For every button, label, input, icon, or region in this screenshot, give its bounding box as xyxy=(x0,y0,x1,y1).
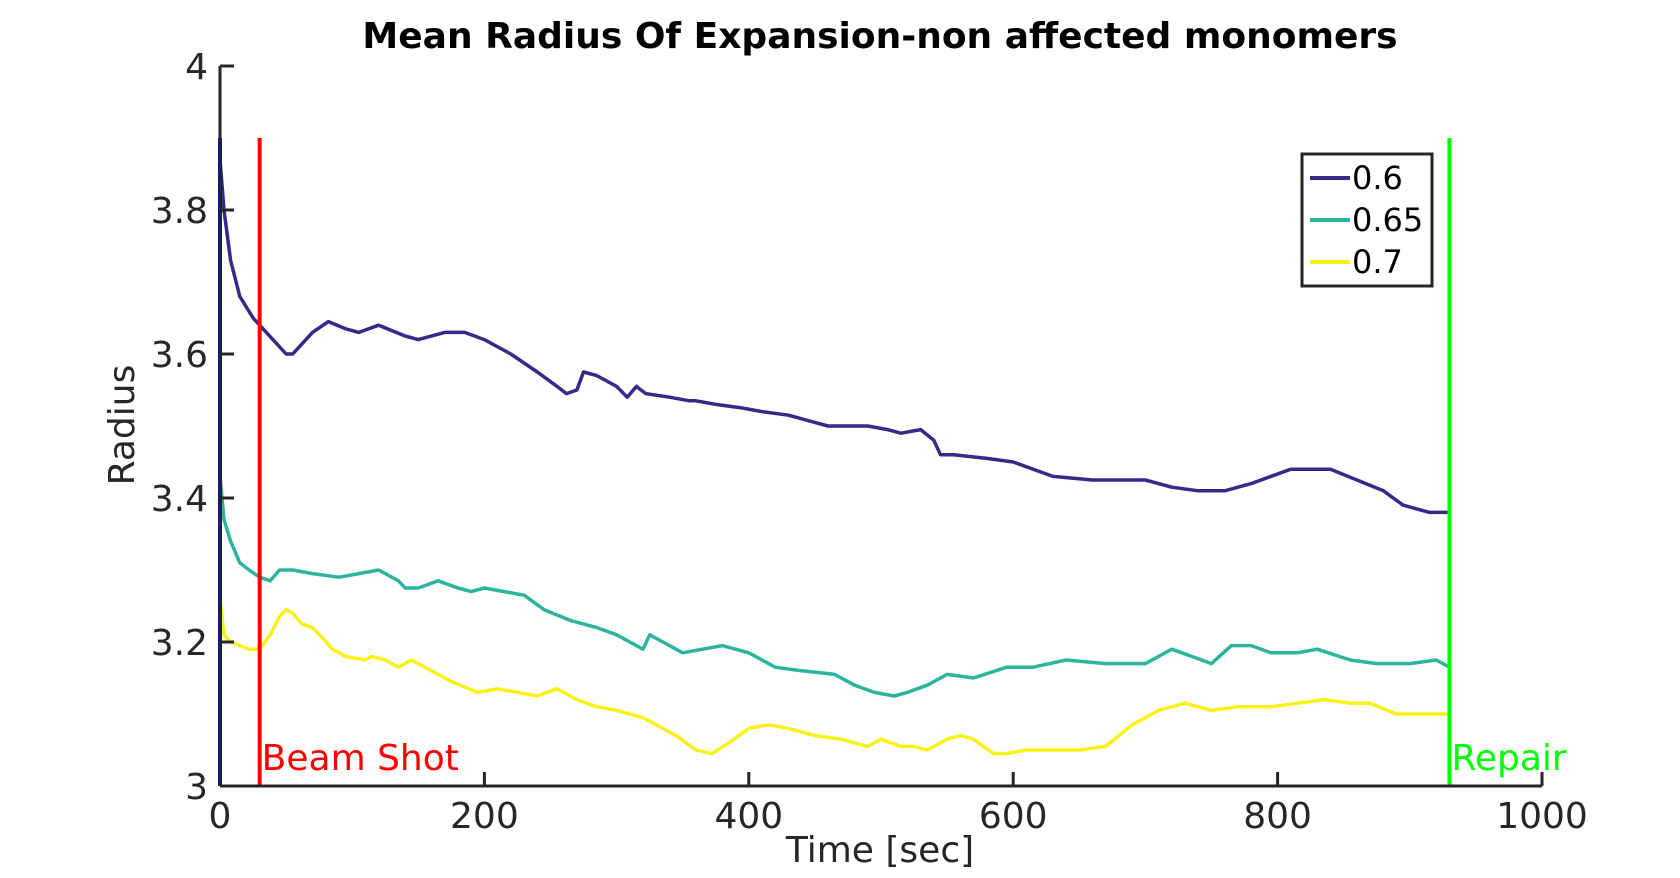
legend-label: 0.65 xyxy=(1352,201,1423,239)
legend-label: 0.7 xyxy=(1352,243,1403,281)
annotation-label: Repair xyxy=(1451,738,1566,779)
series-line-0-6 xyxy=(218,159,1450,515)
x-tick-label: 600 xyxy=(979,796,1048,837)
x-tick-label: 800 xyxy=(1243,796,1312,837)
annotation-label: Beam Shot xyxy=(262,738,459,779)
y-tick-label: 3.6 xyxy=(151,335,208,376)
x-tick-label: 1000 xyxy=(1496,796,1588,837)
y-tick-label: 4 xyxy=(185,47,208,88)
series-line-0-7 xyxy=(218,598,1450,756)
x-axis-label: Time [sec] xyxy=(785,830,974,871)
plot-area: Beam Shot Repair 0 200 400 600 800 1000 3 3.2 3.4… xyxy=(151,47,1588,837)
series-group xyxy=(218,159,1451,756)
x-tick-label: 400 xyxy=(714,796,783,837)
y-tick-label: 3.2 xyxy=(151,623,208,664)
x-tick-label: 200 xyxy=(450,796,519,837)
y-tick-label: 3 xyxy=(185,767,208,808)
y-tick-label: 3.8 xyxy=(151,191,208,232)
chart-title: Mean Radius Of Expansion-non affected mo… xyxy=(362,16,1397,57)
x-tick-label: 0 xyxy=(209,796,232,837)
legend-items: 0.6 0.65 0.7 xyxy=(1310,159,1423,281)
series-line-0-65 xyxy=(218,476,1451,698)
y-axis-label: Radius xyxy=(102,365,143,486)
legend: 0.6 0.65 0.7 xyxy=(1300,152,1434,288)
ticks-group: 0 200 400 600 800 1000 3 3.2 3.4 3.6 3.8 4 xyxy=(151,47,1588,837)
legend-label: 0.6 xyxy=(1352,159,1403,197)
y-tick-label: 3.4 xyxy=(151,479,208,520)
